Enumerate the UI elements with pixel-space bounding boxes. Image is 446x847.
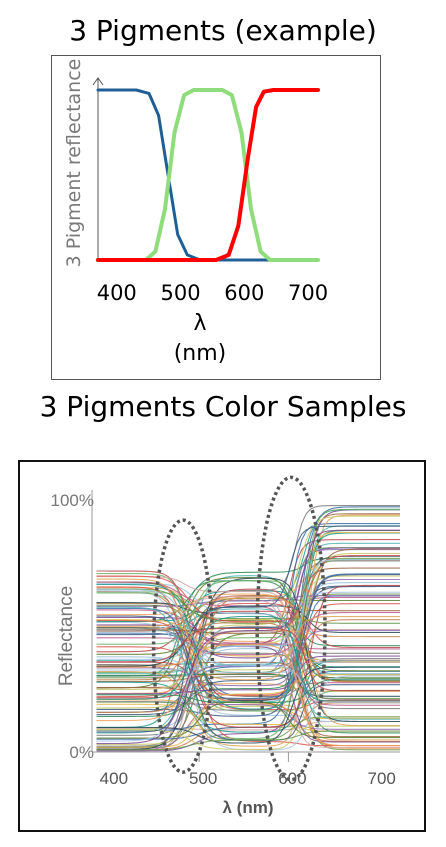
sample-line bbox=[96, 730, 400, 751]
x-tick-label: 600 bbox=[224, 281, 264, 305]
highlight-ellipse-2 bbox=[255, 475, 327, 782]
sample-line bbox=[96, 554, 400, 623]
sample-line bbox=[96, 578, 400, 681]
sample-line bbox=[96, 701, 400, 739]
sample-line bbox=[96, 637, 400, 650]
sample-line bbox=[96, 597, 400, 727]
x-tick-label: 400 bbox=[100, 769, 128, 788]
highlight-ellipse-1 bbox=[151, 518, 215, 774]
sample-line bbox=[96, 666, 400, 744]
sample-line bbox=[96, 655, 400, 695]
sample-lines bbox=[96, 505, 400, 752]
sample-line bbox=[96, 588, 400, 624]
sample-line bbox=[96, 658, 400, 747]
sample-line bbox=[96, 588, 400, 700]
sample-line bbox=[96, 674, 400, 748]
sample-line bbox=[96, 583, 400, 675]
sample-line bbox=[96, 552, 400, 709]
x-axis-label: λ (nm) bbox=[223, 798, 274, 817]
series-line-3 bbox=[96, 88, 320, 262]
sample-line bbox=[96, 514, 400, 747]
x-tick-label: 400 bbox=[97, 281, 137, 305]
sample-line bbox=[96, 589, 400, 704]
sample-line bbox=[96, 627, 400, 710]
sample-line bbox=[96, 581, 400, 656]
sample-line bbox=[96, 559, 400, 742]
sample-line bbox=[96, 631, 400, 681]
sample-line bbox=[96, 577, 400, 689]
x-tick-label: 700 bbox=[367, 769, 395, 788]
sample-line bbox=[96, 584, 400, 728]
sample-line bbox=[96, 627, 400, 692]
sample-line bbox=[96, 644, 400, 747]
y-axis-label: 3 Pigment reflectance bbox=[63, 59, 85, 268]
y-tick-label-0: 0% bbox=[69, 743, 94, 762]
sample-line bbox=[96, 531, 400, 657]
sample-line bbox=[96, 673, 400, 734]
sample-line bbox=[96, 596, 400, 703]
chart2-title: 3 Pigments Color Samples bbox=[39, 390, 407, 423]
sample-line bbox=[96, 577, 400, 751]
y-axis-label: Reflectance bbox=[56, 586, 77, 686]
y-tick-label-100: 100% bbox=[51, 491, 94, 510]
x-tick-label: 500 bbox=[160, 281, 200, 305]
sample-line bbox=[96, 525, 400, 733]
sample-line bbox=[96, 532, 400, 710]
x-tick-label: 500 bbox=[189, 769, 217, 788]
sample-line bbox=[96, 513, 400, 700]
x-tick-label: 600 bbox=[278, 769, 306, 788]
x-axis-label-unit: (nm) bbox=[174, 341, 227, 366]
chart1-frame bbox=[51, 55, 381, 380]
sample-line bbox=[96, 581, 400, 672]
sample-line bbox=[96, 626, 400, 736]
sample-line bbox=[96, 548, 400, 683]
sample-line bbox=[96, 615, 400, 702]
sample-line bbox=[96, 567, 400, 634]
chart1-title: 3 Pigments (example) bbox=[69, 14, 377, 47]
sample-line bbox=[96, 578, 400, 687]
sample-line bbox=[96, 678, 400, 704]
sample-line bbox=[96, 585, 400, 717]
y-axis-arrow bbox=[92, 77, 104, 86]
sample-line bbox=[96, 596, 400, 644]
sample-line bbox=[96, 547, 400, 659]
sample-line bbox=[96, 725, 400, 750]
sample-line bbox=[96, 605, 400, 668]
sample-line bbox=[96, 621, 400, 751]
sample-line bbox=[96, 610, 400, 653]
sample-line bbox=[96, 602, 400, 697]
sample-line bbox=[96, 656, 400, 673]
x-tick-label: 700 bbox=[288, 281, 328, 305]
sample-line bbox=[96, 574, 400, 716]
sample-line bbox=[96, 529, 400, 745]
sample-line bbox=[96, 586, 400, 696]
x-axis-label-symbol: λ bbox=[193, 311, 206, 336]
sample-line bbox=[96, 580, 400, 699]
sample-line bbox=[96, 595, 400, 607]
series-line-2 bbox=[96, 88, 320, 262]
sample-line bbox=[96, 515, 400, 690]
